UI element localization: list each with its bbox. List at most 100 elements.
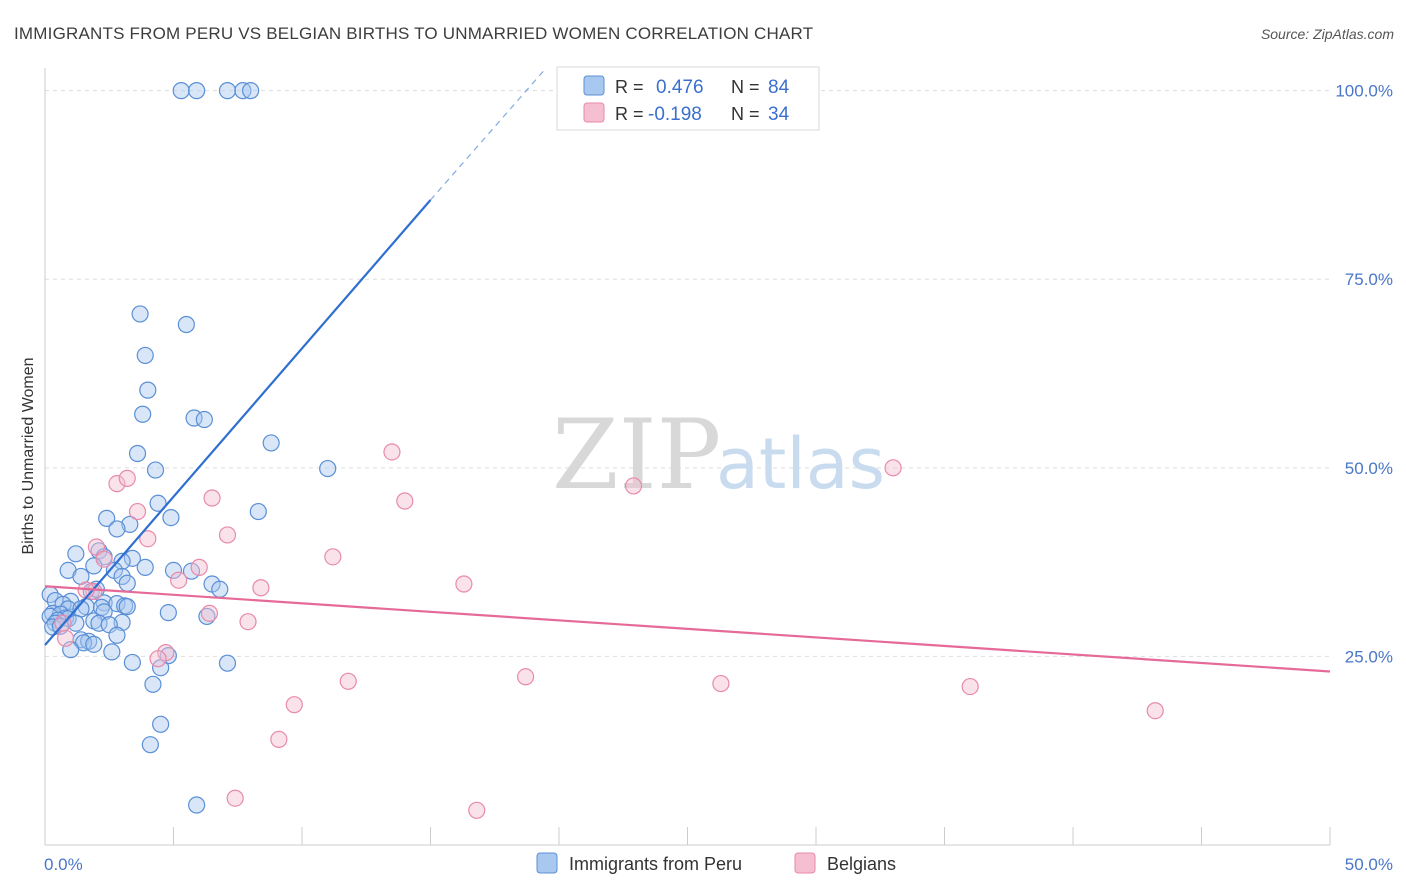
peru-trend-extension xyxy=(430,67,547,201)
series-peru-points xyxy=(41,82,337,814)
peru-point-35 xyxy=(118,574,136,592)
legend-swatch-peru xyxy=(583,75,605,96)
peru-point-15 xyxy=(319,459,337,478)
belgians-point-10 xyxy=(87,538,106,556)
peru-point-2 xyxy=(218,82,237,100)
belgians-point-5 xyxy=(396,492,414,510)
y-axis-label: Births to Unmarried Women xyxy=(20,357,37,554)
peru-point-6 xyxy=(177,315,195,334)
peru-point-0 xyxy=(172,82,190,100)
x-tick-label-0: 0.0% xyxy=(44,855,83,874)
peru-point-4 xyxy=(242,82,260,100)
belgians-point-16 xyxy=(252,579,270,597)
y-tick-labels: 25.0% 50.0% 75.0% 100.0% xyxy=(1335,82,1393,667)
peru-point-76 xyxy=(123,653,141,672)
belgians-point-6 xyxy=(624,477,643,495)
stats-legend: R = 0.476 N = 84 R = -0.198 N = 34 xyxy=(556,66,820,131)
peru-point-9 xyxy=(134,405,152,423)
watermark-zip: ZIP xyxy=(552,399,721,511)
axes xyxy=(44,68,1331,846)
belgians-point-33 xyxy=(468,801,486,819)
gridlines xyxy=(45,90,1330,657)
belgians-point-4 xyxy=(203,489,221,507)
peru-point-24 xyxy=(123,549,141,567)
belgians-point-14 xyxy=(170,571,188,589)
belgians-point-3 xyxy=(118,469,136,487)
peru-point-20 xyxy=(121,515,139,533)
belgians-point-27 xyxy=(712,674,730,693)
peru-point-25 xyxy=(67,545,85,563)
belgians-point-20 xyxy=(239,613,257,631)
bottom-legend-swatch-peru xyxy=(536,852,558,874)
legend-n-value-1: 84 xyxy=(768,77,790,98)
peru-point-82 xyxy=(188,796,206,814)
belgians-point-24 xyxy=(149,650,167,668)
peru-point-72 xyxy=(85,635,103,653)
belgians-point-13 xyxy=(190,558,208,576)
peru-point-17 xyxy=(249,502,267,521)
watermark: ZIP atlas xyxy=(552,399,885,511)
peru-point-12 xyxy=(262,434,280,452)
belgians-trend-line xyxy=(44,585,1331,673)
peru-point-54 xyxy=(159,604,177,622)
peru-point-59 xyxy=(198,607,216,626)
belgians-point-19 xyxy=(200,604,219,623)
series-legend: Immigrants from Peru Belgians xyxy=(536,852,896,874)
watermark-atlas: atlas xyxy=(716,423,885,505)
y-tick-label-2: 75.0% xyxy=(1345,270,1393,289)
peru-trend-line xyxy=(44,199,432,646)
y-tick-label-1: 50.0% xyxy=(1345,459,1393,478)
belgians-point-29 xyxy=(1146,702,1164,720)
belgians-point-0 xyxy=(383,443,401,461)
belgians-point-32 xyxy=(226,789,244,807)
peru-point-74 xyxy=(103,643,121,661)
peru-point-5 xyxy=(131,305,149,323)
belgians-point-15 xyxy=(455,575,473,593)
belgians-point-8 xyxy=(139,530,157,548)
peru-point-29 xyxy=(136,558,154,576)
peru-point-27 xyxy=(85,557,103,575)
legend-r-label-1: R = xyxy=(615,77,644,97)
peru-point-75 xyxy=(159,647,177,665)
peru-point-42 xyxy=(95,594,113,612)
belgians-point-1 xyxy=(884,459,902,477)
belgians-point-9 xyxy=(218,526,237,544)
peru-point-16 xyxy=(149,494,167,512)
peru-point-13 xyxy=(128,444,147,463)
y-tick-label-0: 25.0% xyxy=(1345,647,1393,666)
peru-point-14 xyxy=(146,461,165,479)
peru-point-80 xyxy=(152,715,170,733)
peru-point-81 xyxy=(141,736,159,754)
peru-point-8 xyxy=(139,381,157,399)
peru-point-11 xyxy=(195,410,213,429)
peru-point-7 xyxy=(136,346,154,365)
bottom-legend-label-belgians: Belgians xyxy=(827,854,896,874)
peru-point-21 xyxy=(108,520,126,538)
y-tick-label-3: 100.0% xyxy=(1335,82,1393,101)
belgians-point-22 xyxy=(56,629,75,647)
peru-point-37 xyxy=(211,580,229,598)
legend-swatch-belgians xyxy=(583,102,605,123)
belgians-point-11 xyxy=(324,548,342,566)
peru-point-31 xyxy=(164,561,183,580)
peru-point-47 xyxy=(118,598,136,616)
belgians-point-25 xyxy=(339,672,357,690)
legend-n-label-1: N = xyxy=(731,77,760,97)
peru-point-68 xyxy=(108,626,126,644)
chart-source: Source: ZipAtlas.com xyxy=(1261,26,1394,42)
legend-n-value-2: 34 xyxy=(768,104,790,125)
belgians-point-30 xyxy=(285,696,303,714)
peru-point-18 xyxy=(162,509,180,527)
peru-point-64 xyxy=(113,613,131,632)
belgians-point-28 xyxy=(961,677,979,696)
legend-r-value-2: -0.198 xyxy=(648,104,702,125)
x-tick-labels: 0.0% 50.0% xyxy=(44,855,1393,874)
belgians-point-2 xyxy=(108,475,126,493)
peru-point-79 xyxy=(144,675,162,693)
peru-point-1 xyxy=(188,82,206,100)
legend-r-value-1: 0.476 xyxy=(656,77,704,98)
bottom-legend-swatch-belgians xyxy=(794,852,816,874)
peru-point-19 xyxy=(98,509,116,527)
belgians-point-12 xyxy=(95,550,113,568)
